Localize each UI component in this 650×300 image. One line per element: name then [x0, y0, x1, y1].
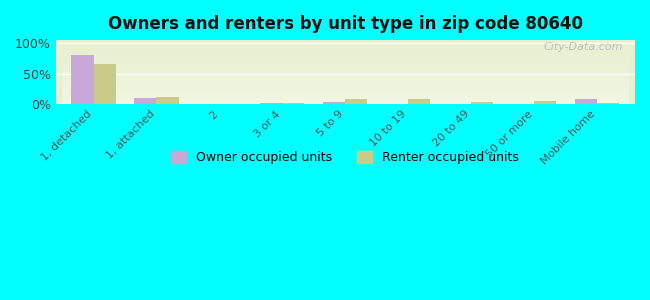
Bar	[72, 55, 94, 104]
Bar	[345, 99, 367, 104]
Bar	[261, 103, 282, 104]
Bar	[471, 102, 493, 104]
Bar	[408, 99, 430, 104]
Legend: Owner occupied units, Renter occupied units: Owner occupied units, Renter occupied un…	[166, 146, 525, 169]
Bar	[534, 101, 556, 104]
Bar	[323, 102, 345, 104]
Bar	[135, 98, 157, 104]
Text: City-Data.com: City-Data.com	[544, 42, 623, 52]
Bar	[282, 103, 304, 104]
Bar	[597, 103, 619, 104]
Bar	[575, 99, 597, 104]
Bar	[94, 64, 116, 104]
Title: Owners and renters by unit type in zip code 80640: Owners and renters by unit type in zip c…	[108, 15, 583, 33]
Bar	[157, 97, 179, 104]
